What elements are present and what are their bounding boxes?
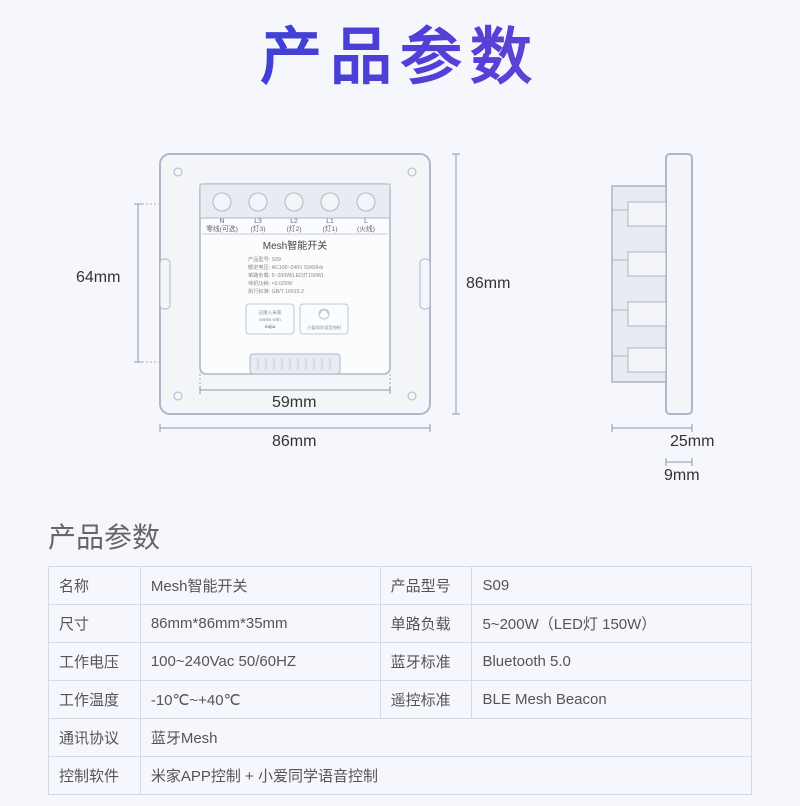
svg-text:小爱同学语音控制: 小爱同学语音控制	[307, 324, 341, 331]
svg-text:(火线): (火线)	[357, 224, 375, 233]
spec-key: 产品型号	[380, 567, 472, 605]
svg-text:L: L	[364, 218, 368, 225]
svg-text:(灯3): (灯3)	[250, 224, 265, 233]
spec-value: 米家APP控制 + 小爱同学语音控制	[140, 757, 751, 795]
module-title: Mesh智能开关	[263, 239, 327, 252]
svg-text:待机功耗: <0.025W: 待机功耗: <0.025W	[248, 279, 293, 287]
spec-value: 5~200W（LED灯 150W）	[472, 605, 752, 643]
spec-key: 单路负载	[380, 605, 472, 643]
spec-key: 蓝牙标准	[380, 643, 472, 681]
spec-value: Mesh智能开关	[140, 567, 380, 605]
table-row: 工作电压 100~240Vac 50/60HZ 蓝牙标准 Bluetooth 5…	[49, 643, 752, 681]
svg-text:works with: works with	[259, 317, 281, 322]
svg-text:mijia: mijia	[265, 324, 276, 329]
spec-value: 86mm*86mm*35mm	[140, 605, 380, 643]
svg-text:(灯1): (灯1)	[322, 224, 337, 233]
spec-value: 100~240Vac 50/60HZ	[140, 643, 380, 681]
dim-inner-width: 59mm	[272, 394, 316, 411]
spec-value: S09	[472, 567, 752, 605]
table-row: 工作温度 -10℃~+40℃ 遥控标准 BLE Mesh Beacon	[49, 681, 752, 719]
spec-key: 遥控标准	[380, 681, 472, 719]
table-row: 尺寸 86mm*86mm*35mm 单路负载 5~200W（LED灯 150W）	[49, 605, 752, 643]
dim-side-face: 9mm	[664, 467, 700, 484]
spec-key: 通讯协议	[49, 719, 141, 757]
spec-value: BLE Mesh Beacon	[472, 681, 752, 719]
spec-value: -10℃~+40℃	[140, 681, 380, 719]
dim-inner-height: 64mm	[76, 269, 120, 286]
svg-text:L1: L1	[326, 218, 334, 225]
front-view-diagram: 64mm	[60, 114, 540, 454]
svg-text:执行标准: GB/T 16915.2: 执行标准: GB/T 16915.2	[248, 287, 304, 295]
spec-value: 蓝牙Mesh	[140, 719, 751, 757]
dim-side-depth: 25mm	[670, 433, 714, 450]
table-row: 控制软件 米家APP控制 + 小爱同学语音控制	[49, 757, 752, 795]
section-title: 产品参数	[48, 516, 800, 556]
page-title: 产品参数	[0, 6, 800, 96]
dim-outer-width: 86mm	[272, 433, 316, 450]
svg-text:额定电压: AC100~240V 50/60Hz: 额定电压: AC100~240V 50/60Hz	[248, 263, 324, 271]
svg-text:N: N	[220, 218, 225, 225]
spec-key: 工作电压	[49, 643, 141, 681]
svg-text:零线(可选): 零线(可选)	[206, 224, 238, 233]
table-row: 名称 Mesh智能开关 产品型号 S09	[49, 567, 752, 605]
svg-text:产品型号: S09: 产品型号: S09	[248, 255, 281, 263]
dimension-diagrams: 64mm	[0, 114, 800, 494]
badge-works-with-mijia: 已接入米家	[259, 309, 282, 316]
dim-outer-height: 86mm	[466, 275, 510, 292]
spec-key: 尺寸	[49, 605, 141, 643]
svg-text:L2: L2	[290, 218, 298, 225]
spec-value: Bluetooth 5.0	[472, 643, 752, 681]
table-row: 通讯协议 蓝牙Mesh	[49, 719, 752, 757]
svg-text:L3: L3	[254, 218, 262, 225]
svg-text:单路负载: 5~200W(LED灯150W): 单路负载: 5~200W(LED灯150W)	[248, 271, 324, 279]
spec-key: 工作温度	[49, 681, 141, 719]
spec-key: 控制软件	[49, 757, 141, 795]
side-view-diagram: 25mm 9mm	[570, 114, 740, 494]
spec-key: 名称	[49, 567, 141, 605]
svg-text:(灯2): (灯2)	[286, 224, 301, 233]
spec-table: 名称 Mesh智能开关 产品型号 S09 尺寸 86mm*86mm*35mm 单…	[48, 566, 752, 795]
